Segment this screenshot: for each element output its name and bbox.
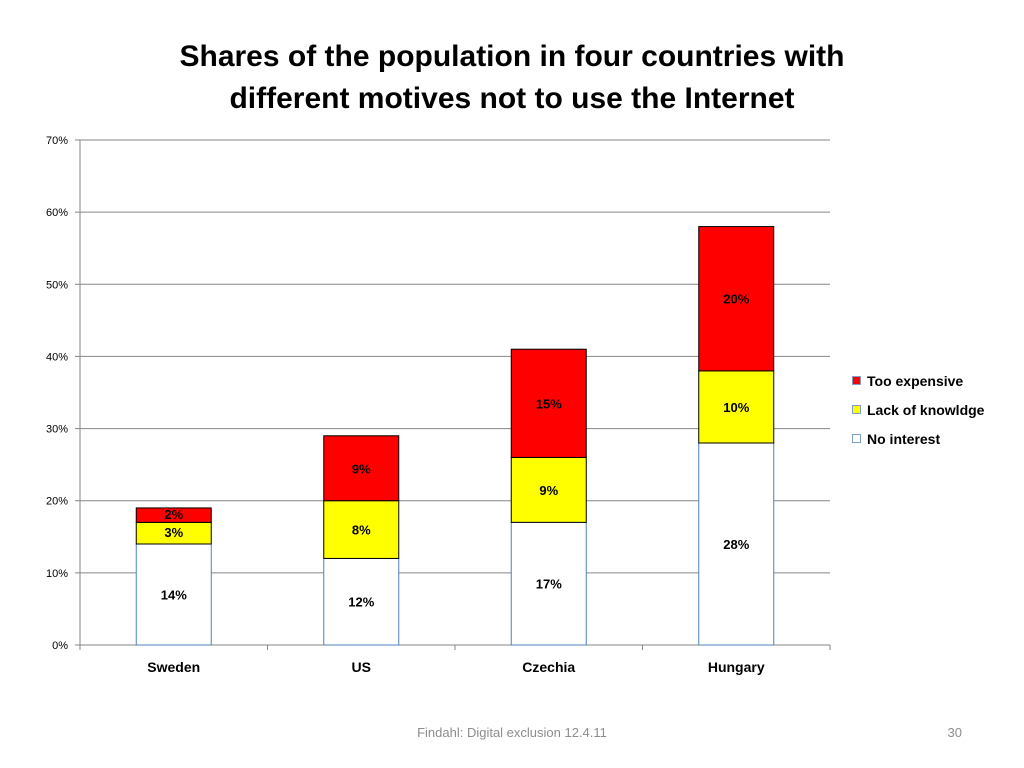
- slide-title: Shares of the population in four countri…: [112, 36, 912, 120]
- bar-segment: [510, 456, 587, 523]
- legend-item-no-interest: No interest: [852, 424, 984, 453]
- legend-item-too-expensive: Too expensive: [852, 366, 984, 395]
- bar-segment: [323, 557, 400, 646]
- legend-swatch-lack-of-knowledge: [852, 405, 861, 414]
- data-label: 10%: [723, 400, 749, 415]
- bar-segment: [510, 521, 587, 646]
- bar-segment: [698, 226, 775, 372]
- chart-legend: Too expensive Lack of knowldge No intere…: [852, 366, 984, 453]
- y-tick-label: 40%: [46, 351, 68, 363]
- slide-footer: Findahl: Digital exclusion 12.4.11: [417, 725, 607, 740]
- data-label: 2%: [164, 507, 183, 522]
- bar-segment: [135, 543, 212, 646]
- y-tick-label: 30%: [46, 424, 68, 436]
- title-line-1: Shares of the population in four countri…: [179, 40, 845, 73]
- title-line-2: different motives not to use the Interne…: [229, 82, 795, 115]
- y-tick-label: 10%: [46, 568, 68, 580]
- y-tick-label: 70%: [46, 135, 68, 147]
- data-label: 3%: [164, 525, 183, 540]
- x-category-label: US: [352, 659, 371, 675]
- y-tick-label: 50%: [46, 279, 68, 291]
- x-category-label: Czechia: [522, 659, 575, 675]
- data-label: 20%: [723, 292, 749, 307]
- data-label: 14%: [161, 588, 187, 603]
- bar-segment: [510, 348, 587, 458]
- data-label: 15%: [536, 396, 562, 411]
- y-tick-label: 60%: [46, 207, 68, 219]
- bar-segment: [698, 370, 775, 444]
- page-number: 30: [947, 725, 962, 740]
- data-label: 8%: [352, 523, 371, 538]
- data-label: 17%: [536, 577, 562, 592]
- bar-segment: [698, 442, 775, 646]
- legend-swatch-too-expensive: [852, 376, 861, 385]
- x-category-label: Hungary: [708, 659, 765, 675]
- y-tick-label: 0%: [52, 640, 68, 652]
- legend-item-lack-of-knowledge: Lack of knowldge: [852, 395, 984, 424]
- legend-label-no-interest: No interest: [867, 430, 941, 447]
- bar-segment: [323, 435, 400, 502]
- data-label: 28%: [723, 537, 749, 552]
- bar-segment: [135, 507, 212, 523]
- data-label: 9%: [539, 483, 558, 498]
- x-category-label: Sweden: [147, 659, 200, 675]
- legend-swatch-no-interest: [852, 434, 861, 443]
- data-label: 12%: [348, 595, 374, 610]
- legend-label-lack-of-knowledge: Lack of knowldge: [867, 401, 985, 418]
- legend-label-too-expensive: Too expensive: [867, 372, 964, 389]
- y-tick-label: 20%: [46, 496, 68, 508]
- data-label: 9%: [352, 461, 371, 476]
